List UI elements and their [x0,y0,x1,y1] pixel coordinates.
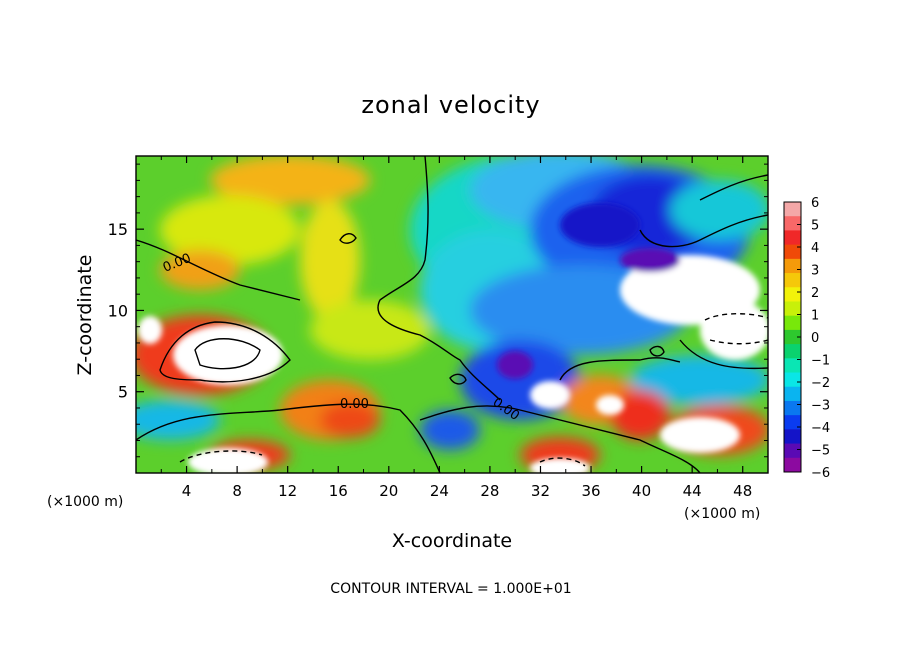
colorbar-swatch [784,287,801,302]
x-tick-label: 4 [182,482,192,500]
x-tick-label: 36 [581,482,600,500]
z-unit-label: (×1000 m) [47,494,123,510]
colorbar-tick-label: 5 [811,219,819,234]
colorbar-swatch [784,372,801,388]
colorbar-tick-label: 4 [811,241,819,256]
y-tick-label: 5 [118,383,128,402]
colorbar-ticks: 6 5 4 3 2 1 0 −1 −2 −3 −4 −5 −6 [797,196,830,481]
colorbar-swatch [784,273,801,288]
colorbar [783,201,802,473]
colorbar-tick-label: 6 [811,196,819,211]
x-tick-label: 16 [329,482,348,500]
colorbar-swatch [784,230,801,246]
x-tick-label: 28 [480,482,499,500]
x-tick-label: 12 [278,482,297,500]
x-axis-label: X-coordinate [392,530,512,552]
colorbar-swatch [784,344,801,359]
colorbar-swatch [784,386,801,402]
colorbar-swatch [784,457,801,473]
x-unit-label: (×1000 m) [684,506,760,522]
colorbar-swatch [784,315,801,331]
x-tick-label: 48 [733,482,752,500]
chart-title: zonal velocity [361,91,540,119]
colorbar-swatch [784,415,801,430]
y-axis-label: Z-coordinate [74,255,96,376]
colorbar-tick-label: 2 [811,286,819,301]
contour-label: 0.00 [340,397,369,412]
colorbar-swatch [784,429,801,445]
y-axis-ticks: 5 10 15 [108,163,768,458]
y-tick-label: 10 [108,301,128,320]
x-tick-label: 32 [531,482,550,500]
colorbar-tick-label: −5 [811,444,830,459]
colorbar-tick-label: 0 [811,331,819,346]
x-axis-ticks: 4 8 12 16 20 24 28 32 36 40 44 48 [160,156,752,500]
colorbar-tick-label: −2 [811,376,830,391]
colorbar-tick-label: 1 [811,309,819,324]
plot-frame [135,155,769,474]
colorbar-tick-label: −3 [811,399,830,414]
contour-interval-note: CONTOUR INTERVAL = 1.000E+01 [330,581,571,597]
colorbar-swatch [784,358,801,374]
x-tick-label: 8 [232,482,242,500]
colorbar-tick-label: −4 [811,421,830,436]
contour-lines [136,156,768,473]
colorbar-swatch [784,216,801,231]
colorbar-swatch [784,301,801,317]
x-tick-label: 40 [632,482,651,500]
x-tick-label: 24 [430,482,449,500]
colorbar-swatch [784,202,801,217]
colorbar-tick-label: −6 [811,466,830,481]
heatmap-field [136,156,768,473]
x-tick-label: 20 [379,482,398,500]
colorbar-swatch [784,443,801,459]
colorbar-tick-label: −1 [811,354,830,369]
x-tick-label: 44 [683,482,702,500]
colorbar-swatch [784,258,801,274]
colorbar-swatch [784,400,801,416]
y-tick-label: 15 [108,220,128,239]
colorbar-swatch [784,329,801,345]
colorbar-swatch [784,244,801,260]
colorbar-tick-label: 3 [811,264,819,279]
